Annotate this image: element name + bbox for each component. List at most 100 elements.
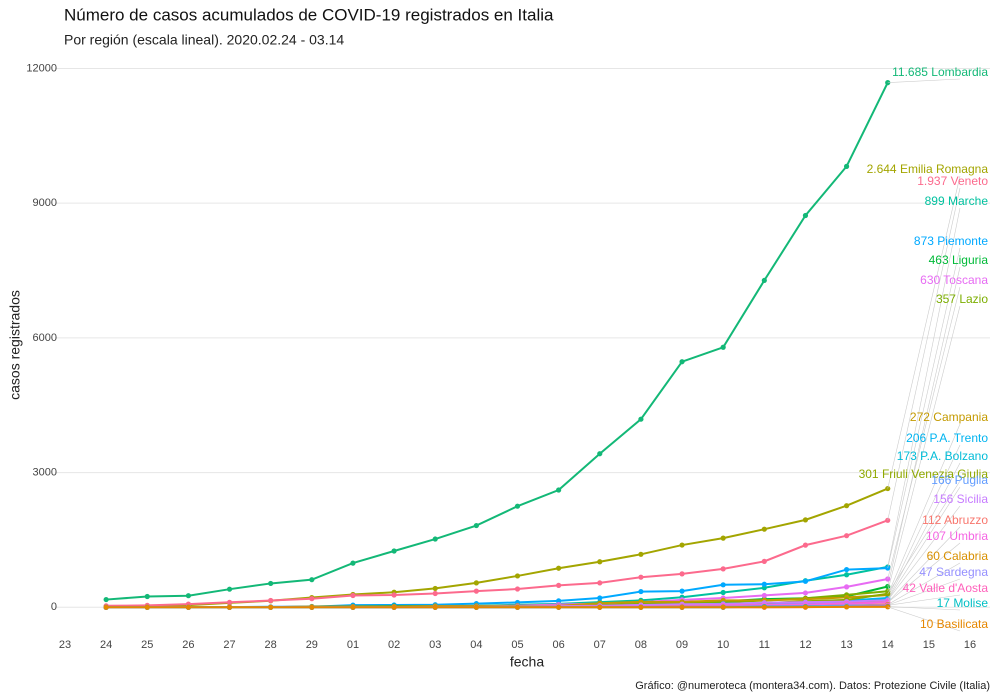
data-point (638, 551, 644, 557)
y-tick-label: 9000 (33, 197, 57, 209)
data-point (802, 578, 809, 584)
data-point (802, 212, 809, 219)
leader-line (887, 594, 961, 606)
end-label-value: 166 (931, 473, 951, 487)
data-point (268, 597, 274, 604)
end-label: 112 Abruzzo (922, 513, 988, 527)
x-tick-label: 14 (882, 639, 894, 651)
end-label-value: 112 (922, 513, 941, 527)
end-label-name: Basilicata (937, 617, 989, 631)
end-label: 873 Piemonte (914, 234, 988, 248)
data-point (556, 598, 562, 604)
data-point (843, 503, 850, 509)
data-point (638, 604, 644, 610)
data-point (432, 590, 438, 597)
data-point (720, 566, 726, 572)
data-point (597, 580, 603, 586)
end-label: 42 Valle d'Aosta (903, 581, 989, 595)
x-tick-label: 07 (594, 639, 606, 651)
data-point (350, 604, 356, 610)
data-point (185, 593, 192, 599)
data-point (679, 604, 685, 610)
data-point (144, 593, 150, 600)
end-label: 60 Calabria (927, 549, 989, 563)
leader-line (887, 486, 961, 600)
x-tick-label: 16 (964, 639, 976, 651)
data-point (473, 522, 479, 529)
leader-line (887, 526, 961, 603)
data-point (843, 566, 850, 573)
x-tick-label: 27 (223, 639, 235, 651)
end-label: 899 Marche (925, 194, 989, 208)
leader-line (887, 480, 961, 594)
data-point (514, 586, 521, 592)
data-point (556, 565, 562, 571)
end-label-name: Veneto (951, 174, 989, 188)
data-point (885, 591, 891, 597)
leader-line (887, 606, 961, 632)
data-point (473, 580, 479, 586)
data-point (432, 536, 438, 542)
x-tick-label: 29 (306, 639, 318, 651)
end-label-value: 10 (920, 617, 934, 631)
data-point (761, 526, 767, 532)
end-label-value: 11.685 (892, 65, 928, 79)
leader-line (887, 207, 961, 567)
data-point (720, 582, 726, 588)
end-label-value: 17 (937, 596, 951, 610)
data-point (720, 535, 726, 541)
data-point (473, 588, 479, 594)
chart-title: Número de casos acumulados de COVID-19 r… (64, 5, 554, 24)
x-tick-label: 01 (347, 639, 359, 651)
end-label-value: 301 (859, 467, 879, 481)
end-label: 206 P.A. Trento (906, 431, 988, 445)
x-tick-label: 12 (799, 639, 811, 651)
y-tick-label: 0 (51, 601, 57, 613)
end-label: 11.685 Lombardia (892, 65, 988, 79)
data-point (103, 604, 109, 610)
data-point (514, 573, 521, 579)
data-point (309, 596, 315, 602)
data-point (638, 588, 644, 595)
data-point (391, 548, 397, 554)
end-label-name: Umbria (949, 529, 988, 543)
data-point (802, 542, 809, 548)
data-point (761, 581, 767, 587)
end-label: 463 Liguria (929, 253, 989, 267)
leader-line (887, 505, 961, 601)
caption: Gráfico: @numeroteca (montera34.com). Da… (635, 680, 990, 692)
series-line (106, 519, 889, 607)
data-point (679, 588, 685, 594)
data-point (432, 604, 438, 610)
x-tick-label: 03 (429, 639, 441, 651)
data-point (350, 592, 356, 599)
end-label: 272 Campania (910, 410, 988, 424)
x-tick-label: 13 (840, 639, 852, 651)
end-label: 47 Sardegna (919, 565, 988, 579)
data-point (843, 572, 850, 578)
end-label-name: Abruzzo (944, 513, 988, 527)
end-label-value: 107 (926, 529, 946, 543)
x-tick-label: 10 (717, 639, 729, 651)
data-point (761, 604, 767, 610)
end-label-value: 173 (897, 449, 917, 463)
end-label: 17 Molise (937, 596, 989, 610)
data-point (556, 582, 562, 588)
leader-line (887, 175, 961, 489)
end-label: 166 Puglia (931, 473, 988, 487)
data-point (103, 596, 109, 603)
end-label-name: Molise (953, 596, 988, 610)
data-point (556, 604, 562, 610)
data-point (720, 604, 726, 610)
data-point (597, 559, 603, 565)
x-axis-title: fecha (510, 654, 544, 670)
end-label: 2.644 Emilia Romagna (867, 162, 989, 176)
data-point (720, 589, 726, 596)
data-point (802, 590, 809, 596)
data-point (597, 595, 603, 601)
x-tick-label: 25 (141, 639, 153, 651)
x-tick-label: 09 (676, 639, 688, 651)
end-label-name: Calabria (943, 549, 988, 563)
data-point (309, 577, 315, 583)
end-label-value: 630 (920, 273, 940, 287)
